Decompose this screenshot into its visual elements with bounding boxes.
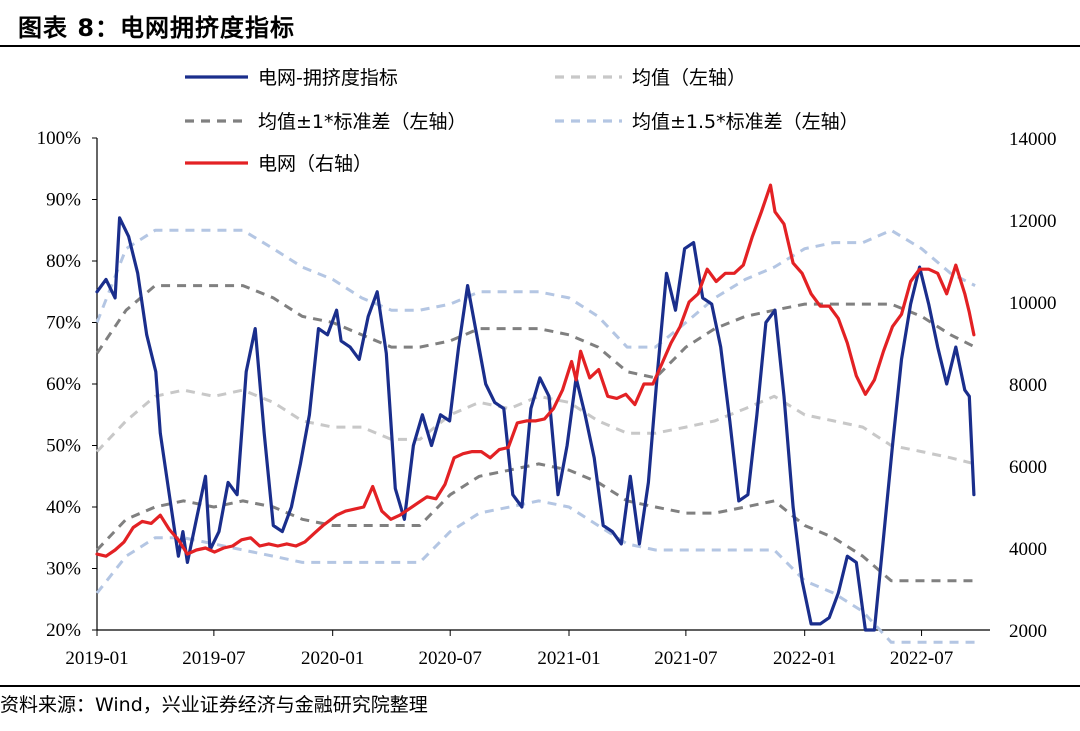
std1-upper-series — [95, 284, 976, 380]
mean-series — [95, 388, 976, 466]
chart-legend: 电网-拥挤度指标 均值（左轴） 均值±1*标准差（左轴） 均值±1.5*标准差（左轴）… — [185, 67, 859, 175]
y-right-tick-label: 10000 — [1009, 293, 1057, 314]
x-tick-label: 2019-01 — [65, 648, 128, 669]
x-tick-label: 2021-01 — [537, 648, 600, 669]
source-note: 资料来源：Wind，兴业证券经济与金融研究院整理 — [0, 694, 428, 716]
x-tick-label: 2021-07 — [654, 648, 717, 669]
chart-series — [95, 183, 976, 644]
y-left-tick-label: 80% — [46, 251, 81, 272]
chart-header: 图表 8：电网拥挤度指标 — [0, 0, 1080, 44]
legend-label-mean: 均值（左轴） — [632, 67, 746, 89]
bottom-rule — [0, 685, 1080, 687]
y-right-tick-label: 4000 — [1009, 539, 1047, 560]
y-right-tick-label: 2000 — [1009, 621, 1047, 642]
legend-label-std15: 均值±1.5*标准差（左轴） — [632, 111, 859, 133]
y-right-tick-label: 12000 — [1009, 211, 1057, 232]
y-left-tick-label: 100% — [37, 128, 82, 149]
chart-axes: 20% 30% 40% 50% 60% 70% 80% 90% 100% 2000 4000 6000… — [37, 128, 1057, 669]
std15-lower-series — [95, 499, 976, 644]
std15-upper-series — [95, 228, 976, 349]
y-left-tick-label: 30% — [46, 559, 81, 580]
grid-price-series — [95, 183, 976, 558]
x-tick-label: 2019-07 — [182, 648, 245, 669]
y-right-tick-label: 6000 — [1009, 457, 1047, 478]
y-left-tick-label: 90% — [46, 190, 81, 211]
x-tick-label: 2022-01 — [773, 648, 836, 669]
y-left-tick-label: 60% — [46, 374, 81, 395]
y-left-tick-label: 50% — [46, 436, 81, 457]
chart-figure-title: 图表 8：电网拥挤度指标 — [18, 14, 296, 42]
legend-label-std1: 均值±1*标准差（左轴） — [258, 111, 467, 133]
y-left-tick-label: 40% — [46, 497, 81, 518]
legend-label-grid_price: 电网（右轴） — [258, 153, 372, 175]
x-tick-label: 2020-07 — [419, 648, 482, 669]
y-right-tick-label: 14000 — [1009, 129, 1057, 150]
std1-lower-series — [95, 462, 976, 583]
congestion-series — [95, 216, 976, 632]
y-left-tick-label: 20% — [46, 620, 81, 641]
legend-label-congestion: 电网-拥挤度指标 — [258, 67, 398, 89]
x-tick-label: 2022-07 — [890, 648, 953, 669]
x-tick-label: 2020-01 — [301, 648, 364, 669]
y-left-tick-label: 70% — [46, 313, 81, 334]
top-rule — [0, 45, 1080, 47]
y-right-tick-label: 8000 — [1009, 375, 1047, 396]
